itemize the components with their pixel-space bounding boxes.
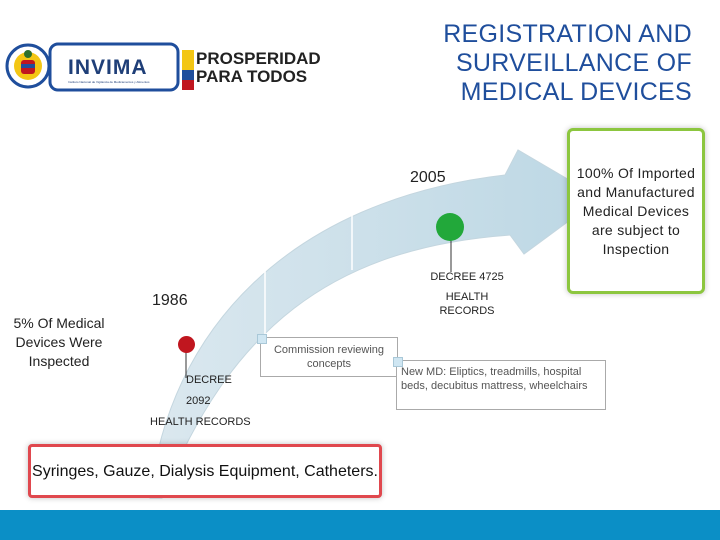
decree-4725-line-3: RECORDS [439, 305, 495, 317]
year-2005-label: 2005 [410, 169, 446, 186]
decree-4725-line-1: DECREE 4725 [430, 271, 504, 283]
prosperidad-line-2: PARA TODOS [196, 67, 308, 86]
new-md-note-text: New MD: Eliptics, treadmills, hospital b… [401, 366, 588, 392]
prosperidad-logo: PROSPERIDAD PARA TODOS [196, 50, 321, 86]
year-1986-label: 1986 [152, 292, 188, 309]
decree-2092-line-3: HEALTH RECORDS [150, 416, 251, 428]
end-state-callout: 100% Of Imported and Manufactured Medica… [567, 128, 705, 294]
title-line-2: SURVEILLANCE OF [455, 49, 692, 77]
note-handle-icon [257, 334, 267, 344]
prosperidad-line-1: PROSPERIDAD [196, 49, 321, 68]
start-devices-callout: Syringes, Gauze, Dialysis Equipment, Cat… [28, 444, 382, 498]
decree-4725-line-2: HEALTH [445, 291, 489, 303]
decree-4725-label: DECREE 4725 HEALTH RECORDS [412, 270, 522, 318]
start-state-label: 5% Of Medical Devices Were Inspected [13, 315, 105, 369]
title-line-1: REGISTRATION AND [443, 20, 692, 48]
page-title: REGISTRATION AND SURVEILLANCE OF MEDICAL… [362, 20, 692, 107]
invima-logo: INVIMA [68, 56, 148, 79]
decree-2092-line-1: DECREE [186, 374, 232, 386]
logo-strip: INVIMA Instituto Nacional de Vigilancia … [4, 36, 321, 102]
coat-of-arms-icon [5, 42, 194, 92]
title-line-3: MEDICAL DEVICES [460, 78, 692, 106]
invima-logo-subtitle: Instituto Nacional de Vigilancia de Medi… [68, 80, 150, 84]
commission-note: Commission reviewing concepts [257, 334, 398, 377]
new-md-note: New MD: Eliptics, treadmills, hospital b… [393, 357, 606, 410]
footer-bar [0, 510, 720, 540]
milestone-2005-marker [436, 213, 464, 241]
decree-2092-label: DECREE 2092 HEALTH RECORDS [150, 370, 274, 433]
note-handle-icon [393, 357, 403, 367]
commission-note-text: Commission reviewing concepts [273, 344, 385, 370]
milestone-1986-marker [178, 336, 195, 353]
decree-2092-line-2: 2092 [186, 395, 211, 407]
